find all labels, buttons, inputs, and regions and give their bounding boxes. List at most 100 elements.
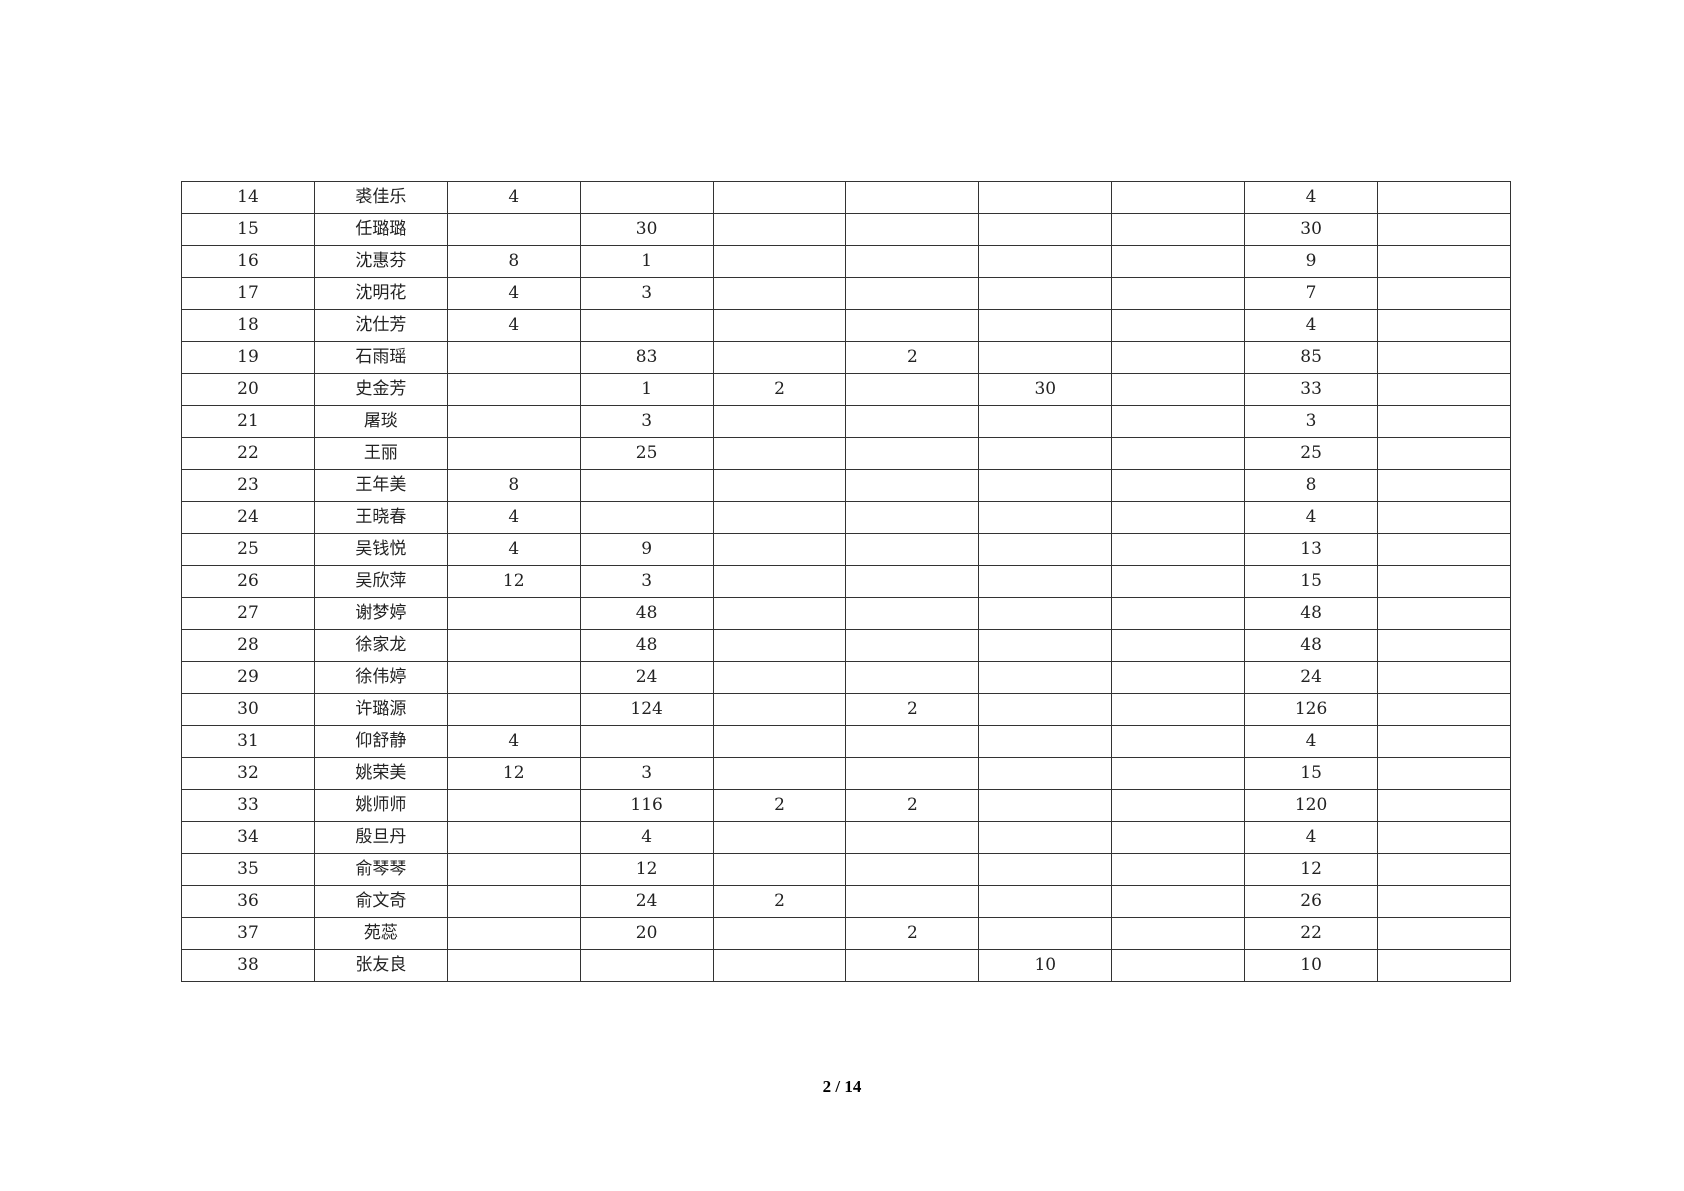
value-cell: 30 [978, 373, 1113, 406]
table-row: 38 张友良 10 10 [181, 949, 1511, 982]
value-cell [845, 405, 980, 438]
value-cell: 12 [1244, 853, 1379, 886]
value-cell [978, 277, 1113, 310]
value-cell [1111, 341, 1246, 374]
row-number-cell: 34 [181, 821, 315, 854]
name-cell: 史金芳 [313, 373, 448, 406]
value-cell [845, 533, 980, 566]
row-number-cell: 32 [181, 757, 315, 790]
value-cell [712, 469, 847, 502]
value-cell [446, 853, 581, 886]
table-row: 37 苑蕊 20 2 22 [181, 917, 1511, 950]
value-cell [978, 693, 1113, 726]
value-cell [446, 405, 581, 438]
value-cell [1377, 565, 1511, 598]
value-cell [579, 949, 714, 982]
value-cell: 4 [1244, 309, 1379, 342]
value-cell: 1 [579, 245, 714, 278]
value-cell [978, 853, 1113, 886]
value-cell: 33 [1244, 373, 1379, 406]
value-cell [1377, 661, 1511, 694]
row-number-cell: 27 [181, 597, 315, 630]
value-cell [1111, 917, 1246, 950]
value-cell: 8 [446, 245, 581, 278]
value-cell [1111, 181, 1246, 214]
table-row: 15 任璐璐 30 30 [181, 213, 1511, 246]
value-cell: 25 [579, 437, 714, 470]
row-number-cell: 22 [181, 437, 315, 470]
row-number-cell: 28 [181, 629, 315, 662]
value-cell [1377, 437, 1511, 470]
value-cell [978, 405, 1113, 438]
value-cell [845, 437, 980, 470]
value-cell: 7 [1244, 277, 1379, 310]
value-cell [1377, 181, 1511, 214]
value-cell: 8 [1244, 469, 1379, 502]
value-cell [1111, 853, 1246, 886]
value-cell [446, 885, 581, 918]
value-cell [1111, 725, 1246, 758]
value-cell: 2 [845, 789, 980, 822]
value-cell [1111, 949, 1246, 982]
table-row: 27 谢梦婷 48 48 [181, 597, 1511, 630]
table-row: 16 沈惠芬 8 1 9 [181, 245, 1511, 278]
name-cell: 石雨瑶 [313, 341, 448, 374]
value-cell [1377, 949, 1511, 982]
value-cell [1377, 501, 1511, 534]
value-cell [1377, 213, 1511, 246]
row-number-cell: 36 [181, 885, 315, 918]
value-cell: 15 [1244, 757, 1379, 790]
value-cell [579, 725, 714, 758]
value-cell [978, 533, 1113, 566]
value-cell: 4 [446, 309, 581, 342]
value-cell: 4 [579, 821, 714, 854]
value-cell [1111, 885, 1246, 918]
value-cell [1377, 245, 1511, 278]
value-cell [1111, 437, 1246, 470]
value-cell [1377, 597, 1511, 630]
value-cell: 124 [579, 693, 714, 726]
name-cell: 沈仕芳 [313, 309, 448, 342]
value-cell: 116 [579, 789, 714, 822]
value-cell [1111, 597, 1246, 630]
value-cell [978, 757, 1113, 790]
value-cell [1377, 821, 1511, 854]
value-cell [712, 853, 847, 886]
value-cell: 4 [446, 533, 581, 566]
value-cell: 2 [845, 917, 980, 950]
value-cell: 48 [579, 629, 714, 662]
value-cell: 10 [1244, 949, 1379, 982]
value-cell [1111, 789, 1246, 822]
value-cell [1377, 693, 1511, 726]
name-cell: 吴欣萍 [313, 565, 448, 598]
table-row: 30 许璐源 124 2 126 [181, 693, 1511, 726]
value-cell [978, 309, 1113, 342]
value-cell: 12 [579, 853, 714, 886]
value-cell [446, 661, 581, 694]
value-cell [978, 565, 1113, 598]
name-cell: 姚师师 [313, 789, 448, 822]
value-cell: 4 [1244, 821, 1379, 854]
table-row: 23 王年美 8 8 [181, 469, 1511, 502]
value-cell: 26 [1244, 885, 1379, 918]
table-row: 19 石雨瑶 83 2 85 [181, 341, 1511, 374]
value-cell: 4 [1244, 501, 1379, 534]
table-row: 21 屠琰 3 3 [181, 405, 1511, 438]
value-cell [1111, 533, 1246, 566]
name-cell: 俞琴琴 [313, 853, 448, 886]
value-cell [446, 629, 581, 662]
row-number-cell: 24 [181, 501, 315, 534]
value-cell [712, 917, 847, 950]
value-cell [579, 469, 714, 502]
value-cell [446, 213, 581, 246]
name-cell: 屠琰 [313, 405, 448, 438]
value-cell [1377, 629, 1511, 662]
name-cell: 徐家龙 [313, 629, 448, 662]
value-cell [712, 693, 847, 726]
value-cell [1377, 277, 1511, 310]
name-cell: 姚荣美 [313, 757, 448, 790]
value-cell [446, 949, 581, 982]
value-cell [845, 469, 980, 502]
value-cell: 3 [579, 405, 714, 438]
value-cell [1111, 405, 1246, 438]
